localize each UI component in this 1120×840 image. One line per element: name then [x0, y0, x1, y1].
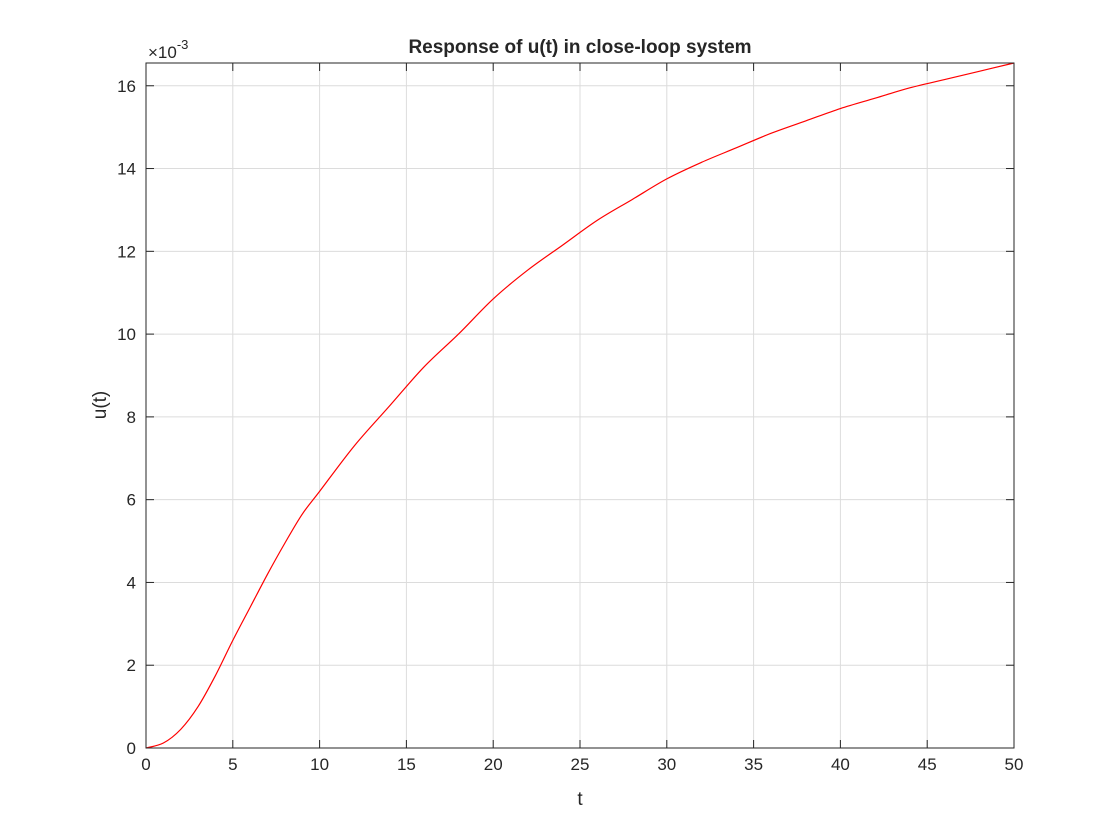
- grid: [146, 63, 1014, 748]
- y-exponent-label: ×10-3: [148, 37, 188, 62]
- x-tick-label: 15: [397, 755, 416, 774]
- x-tick-label: 20: [484, 755, 503, 774]
- y-exponent-base: ×10: [148, 43, 177, 62]
- y-tick-label: 16: [117, 77, 136, 96]
- y-tick-label: 14: [117, 160, 136, 179]
- x-tick-label: 50: [1005, 755, 1024, 774]
- y-tick-label: 10: [117, 325, 136, 344]
- y-tick-label: 0: [127, 739, 136, 758]
- x-tick-label: 10: [310, 755, 329, 774]
- x-tick-label: 25: [571, 755, 590, 774]
- x-tick-label: 35: [744, 755, 763, 774]
- y-tick-label: 4: [127, 573, 136, 592]
- y-tick-label: 6: [127, 491, 136, 510]
- x-tick-label: 40: [831, 755, 850, 774]
- x-tick-label: 30: [657, 755, 676, 774]
- tick-labels: 0 5 10 15 20 25 30 35 40 45 50 0 2 4 6 8 10 12 14 16: [117, 77, 1023, 774]
- x-axis-label: t: [577, 789, 583, 810]
- series-group: [145, 62, 1015, 749]
- y-tick-label: 2: [127, 656, 136, 675]
- ticks: [145, 63, 1015, 749]
- y-axis-label: u(t): [90, 391, 111, 420]
- y-tick-label: 12: [117, 242, 136, 261]
- y-tick-label: 8: [127, 408, 136, 427]
- x-tick-label: 5: [228, 755, 237, 774]
- x-tick-label: 0: [141, 755, 150, 774]
- series-line: [145, 62, 1015, 749]
- x-tick-label: 45: [918, 755, 937, 774]
- chart-title: Response of u(t) in close-loop system: [408, 37, 751, 58]
- y-exponent-power: -3: [177, 37, 189, 52]
